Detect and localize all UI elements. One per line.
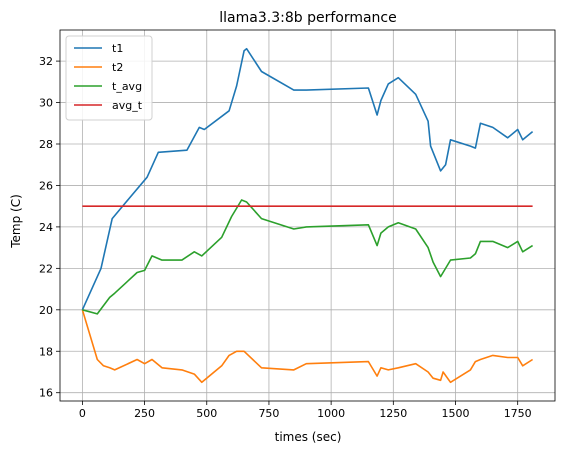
x-tick-label: 1250 [379,407,407,420]
legend-label: t_avg [112,80,142,93]
axis-ticks: 0 250 500 750 1000 1250 1500 1750 16 18 20 22 24 26 28… [39,55,532,420]
legend-label: t1 [112,42,123,55]
series-line-t1 [81,47,534,311]
x-tick-label: 1000 [317,407,345,420]
legend-label: avg_t [112,99,143,112]
x-axis-label: times (sec) [275,430,342,444]
legend-label: t2 [112,61,123,74]
x-tick-label: 750 [258,407,279,420]
x-tick-label: 1750 [504,407,532,420]
y-tick-label: 18 [39,345,53,358]
x-tick-label: 1500 [442,407,470,420]
y-tick-label: 16 [39,387,53,400]
y-axis-label: Temp (C) [9,194,23,249]
y-tick-label: 26 [39,179,53,192]
legend: t1 t2 t_avg avg_t [65,35,153,121]
x-tick-label: 0 [79,407,86,420]
x-tick-label: 250 [134,407,155,420]
plot-frame [59,29,556,402]
grid [60,30,555,401]
x-tick-label: 500 [196,407,217,420]
y-tick-label: 28 [39,138,53,151]
y-tick-label: 30 [39,97,53,110]
y-tick-label: 24 [39,221,53,234]
series-lines [81,47,534,384]
legend-box [65,35,153,121]
y-tick-label: 32 [39,55,53,68]
y-tick-label: 20 [39,304,53,317]
chart-title: llama3.3:8b performance [219,10,396,26]
series-line-t-avg [82,199,534,315]
series-line-t2 [81,309,534,384]
y-tick-label: 22 [39,262,53,275]
